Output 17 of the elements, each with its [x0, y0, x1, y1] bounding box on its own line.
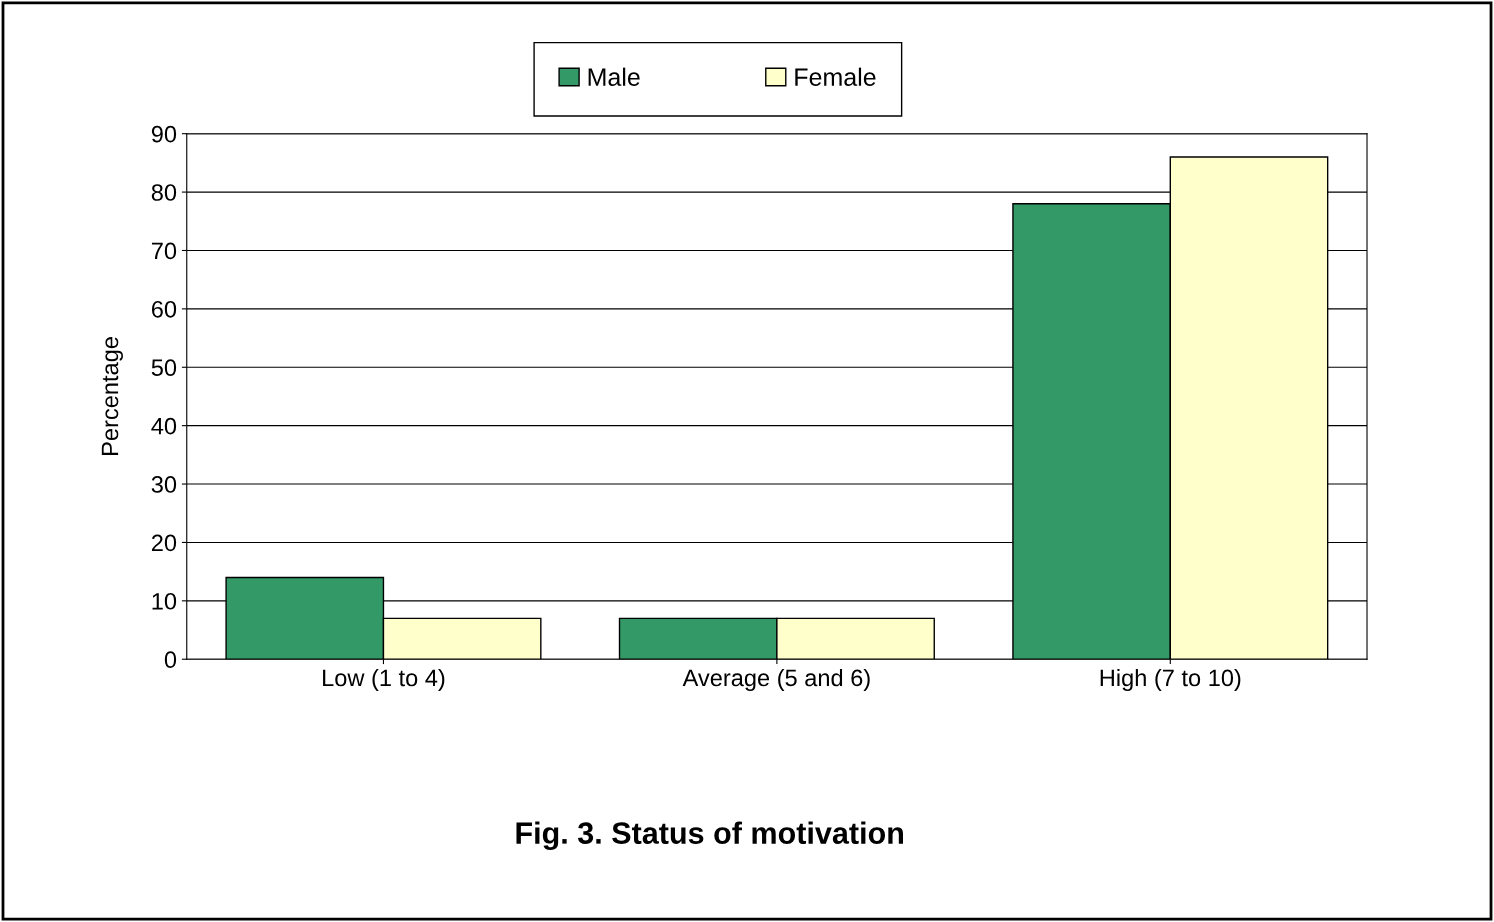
legend-label: Male	[588, 67, 640, 86]
y-tick-label: 70	[151, 242, 177, 260]
legend-label: Female	[795, 67, 876, 86]
y-axis-title: Percentage	[101, 337, 123, 455]
x-tick-label: Average (5 and 6)	[682, 668, 870, 691]
y-tick-label: 30	[151, 476, 177, 493]
y-tick-label: 10	[152, 592, 177, 610]
y-tick-label: 20	[151, 534, 177, 552]
y-tick-label: 50	[151, 359, 177, 377]
y-tick-label: 80	[151, 184, 177, 201]
y-tick-label: 90	[151, 125, 177, 143]
x-tick-label: Low (1 to 4)	[323, 668, 445, 691]
text: Fig. 3. Status of motivation	[516, 821, 903, 851]
y-tick-label: 60	[151, 300, 177, 318]
y-tick-label: 40	[151, 417, 177, 435]
y-tick-label: 0	[164, 651, 177, 669]
x-tick-label: High (7 to 10)	[1100, 668, 1241, 691]
